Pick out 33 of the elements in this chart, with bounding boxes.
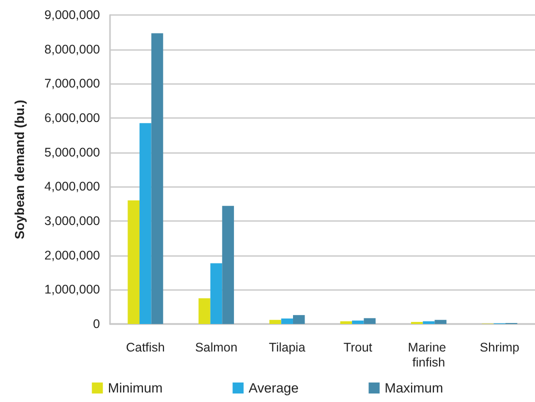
y-tick-label: 4,000,000 bbox=[44, 180, 100, 194]
y-tick-label: 5,000,000 bbox=[44, 145, 100, 160]
y-tick-label: 2,000,000 bbox=[44, 248, 100, 262]
bar bbox=[198, 298, 210, 324]
x-tick-label: Trout bbox=[344, 340, 373, 354]
bar bbox=[364, 318, 376, 324]
bar bbox=[151, 33, 164, 324]
legend-label: Average bbox=[248, 380, 299, 396]
x-tick-label: Salmon bbox=[195, 340, 238, 354]
legend-label: Minimum bbox=[108, 380, 163, 396]
bar bbox=[128, 200, 140, 324]
bar bbox=[281, 318, 293, 324]
bar bbox=[292, 315, 305, 324]
bar bbox=[140, 123, 152, 324]
y-tick-label: 1,000,000 bbox=[44, 282, 100, 297]
bar bbox=[434, 320, 446, 324]
bar bbox=[222, 206, 234, 324]
bar bbox=[340, 321, 352, 324]
y-tick-label: 9,000,000 bbox=[44, 8, 100, 22]
y-tick-label: 0 bbox=[93, 317, 100, 331]
y-tick-label: 6,000,000 bbox=[44, 111, 100, 125]
y-axis-title: Soybean demand (bu.) bbox=[12, 100, 27, 240]
bar bbox=[269, 320, 282, 324]
y-tick-label: 8,000,000 bbox=[44, 42, 100, 56]
y-tick-label: 3,000,000 bbox=[44, 214, 100, 228]
x-tick-label: Catfish bbox=[126, 340, 165, 354]
y-tick-label: 7,000,000 bbox=[44, 76, 100, 91]
bar bbox=[210, 263, 222, 324]
x-tick-label: Tilapia bbox=[268, 340, 306, 354]
bar bbox=[352, 320, 364, 324]
legend-label: Maximum bbox=[384, 380, 444, 396]
x-tick-label: Shrimp bbox=[480, 340, 520, 354]
x-tick-label: Marine finfish bbox=[408, 340, 450, 370]
